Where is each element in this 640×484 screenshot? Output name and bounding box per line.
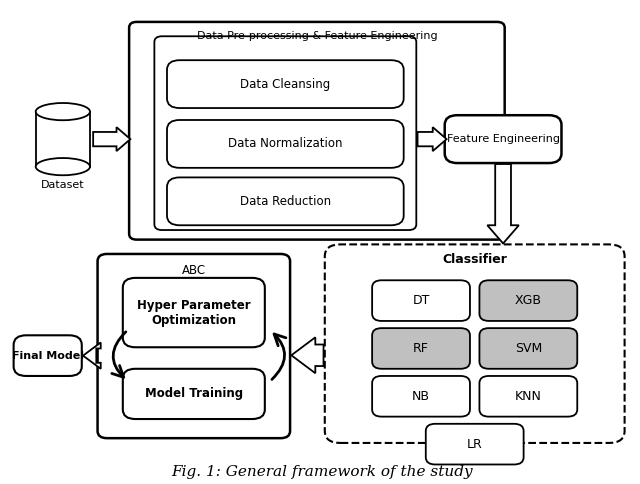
Text: DT: DT (412, 294, 429, 307)
FancyBboxPatch shape (123, 369, 265, 419)
Polygon shape (93, 127, 131, 151)
Text: LR: LR (467, 438, 483, 451)
FancyBboxPatch shape (426, 424, 524, 465)
Text: SVM: SVM (515, 342, 542, 355)
FancyBboxPatch shape (324, 244, 625, 443)
FancyBboxPatch shape (123, 278, 265, 347)
Text: XGB: XGB (515, 294, 542, 307)
FancyBboxPatch shape (154, 36, 416, 230)
Text: KNN: KNN (515, 390, 542, 403)
FancyBboxPatch shape (372, 280, 470, 321)
Text: Data Reduction: Data Reduction (240, 195, 331, 208)
Text: NB: NB (412, 390, 430, 403)
Text: RF: RF (413, 342, 429, 355)
Text: Fig. 1: General framework of the study: Fig. 1: General framework of the study (171, 465, 472, 479)
Polygon shape (83, 343, 100, 369)
Polygon shape (291, 337, 324, 373)
Text: ABC: ABC (182, 263, 206, 276)
FancyBboxPatch shape (167, 178, 404, 225)
FancyBboxPatch shape (13, 335, 82, 376)
FancyBboxPatch shape (97, 254, 290, 438)
Polygon shape (487, 164, 519, 243)
Polygon shape (36, 112, 90, 166)
Text: Data Normalization: Data Normalization (228, 137, 342, 151)
FancyBboxPatch shape (479, 280, 577, 321)
FancyBboxPatch shape (167, 120, 404, 168)
Text: Data Cleansing: Data Cleansing (240, 77, 330, 91)
FancyBboxPatch shape (129, 22, 505, 240)
FancyBboxPatch shape (372, 328, 470, 369)
FancyBboxPatch shape (479, 376, 577, 417)
Text: Data Pre-processing & Feature Engineering: Data Pre-processing & Feature Engineerin… (196, 30, 437, 41)
Text: Final Model: Final Model (12, 350, 84, 361)
FancyBboxPatch shape (479, 328, 577, 369)
FancyBboxPatch shape (167, 60, 404, 108)
Text: Classifier: Classifier (442, 253, 507, 266)
Text: Model Training: Model Training (145, 387, 243, 400)
Text: Feature Engineering: Feature Engineering (447, 134, 559, 144)
Ellipse shape (36, 103, 90, 120)
FancyBboxPatch shape (445, 115, 561, 163)
Polygon shape (417, 127, 447, 151)
FancyBboxPatch shape (372, 376, 470, 417)
Text: Hyper Parameter
Optimization: Hyper Parameter Optimization (137, 299, 251, 327)
Text: Dataset: Dataset (41, 180, 84, 190)
Ellipse shape (36, 158, 90, 175)
